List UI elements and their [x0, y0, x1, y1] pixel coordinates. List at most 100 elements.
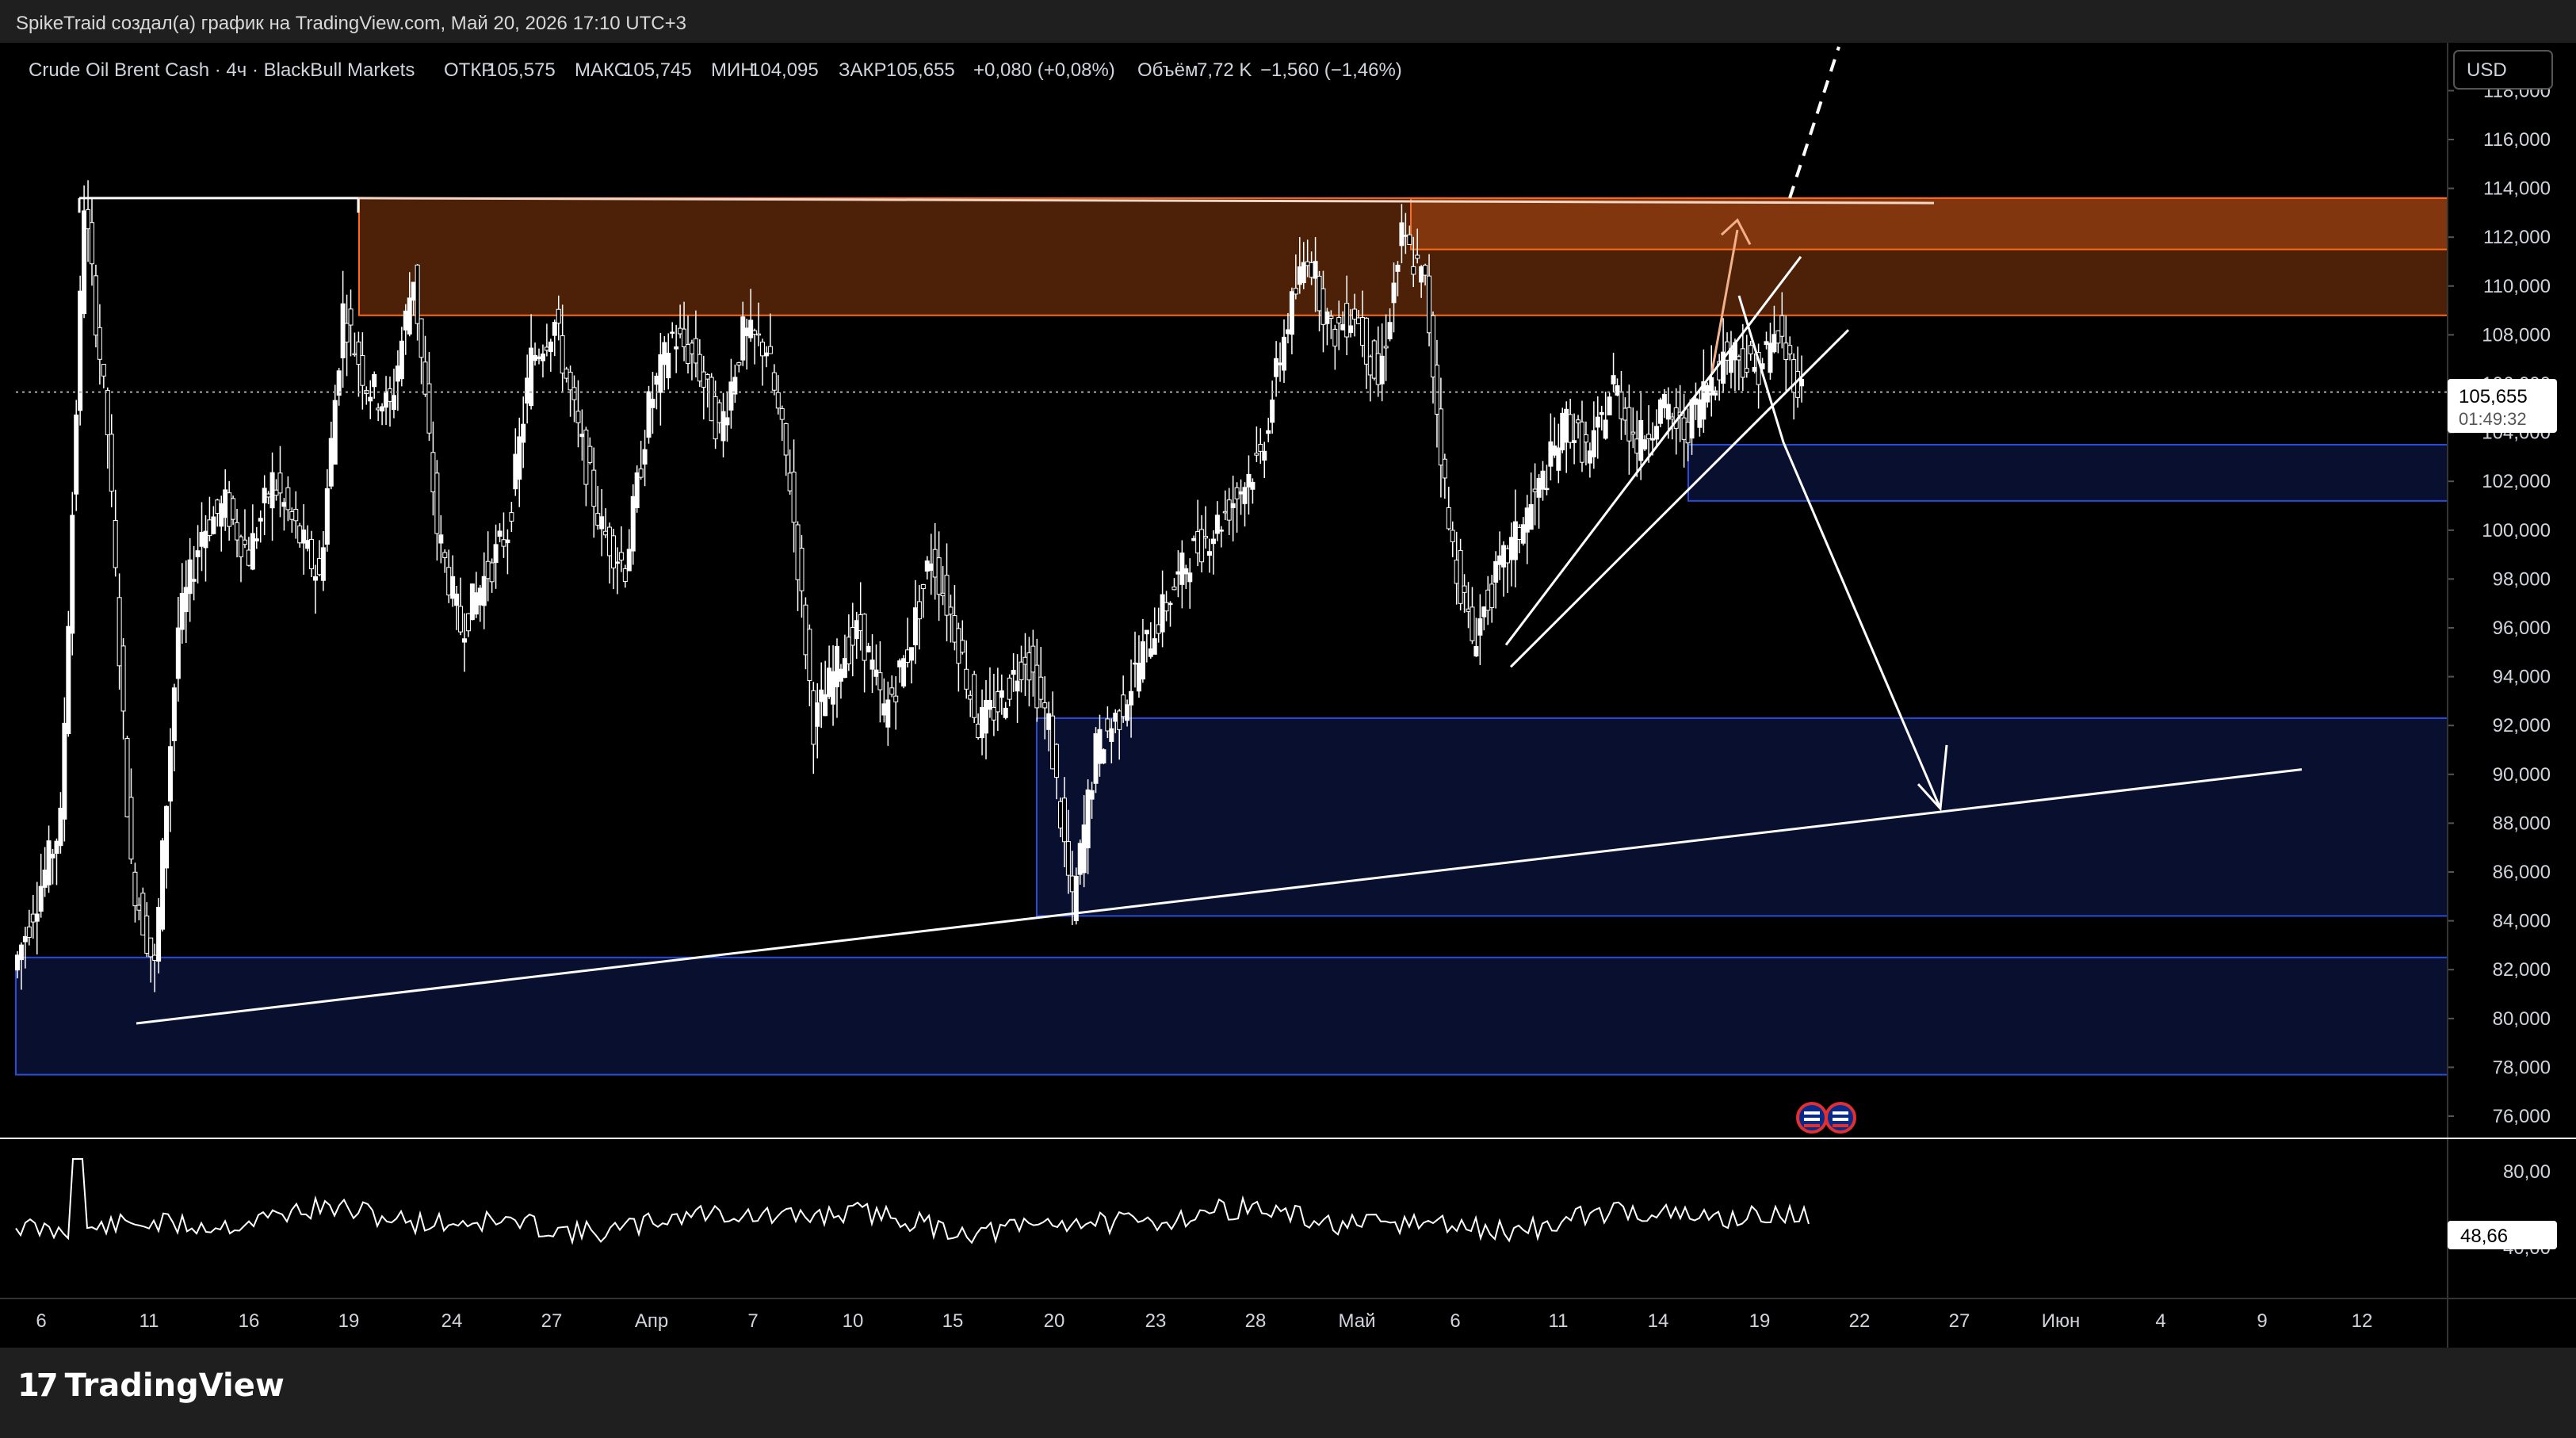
candle-body [869, 660, 875, 670]
candle-body [1477, 618, 1483, 636]
candle-body [481, 576, 487, 606]
candle-body [736, 362, 742, 366]
candle-body [1791, 359, 1797, 393]
x-tick-label: 15 [942, 1310, 964, 1332]
candle-body [1262, 450, 1267, 461]
candle-body [26, 926, 32, 938]
candle-body [835, 645, 839, 687]
currency-button-frame[interactable] [2453, 50, 2553, 90]
candle-body [1740, 348, 1745, 378]
candle-body [603, 530, 609, 536]
candle-body [1097, 729, 1103, 764]
candle-body [1599, 411, 1604, 415]
support-zone[interactable] [15, 956, 2448, 1076]
candle-body [1383, 346, 1389, 349]
candle-body [724, 417, 730, 426]
candle-body [686, 344, 690, 365]
y-tick-label: 90,000 [2493, 764, 2551, 786]
x-tick-label: 11 [1549, 1310, 1569, 1332]
y-tick-label: 78,000 [2493, 1057, 2551, 1078]
candle-body [1226, 499, 1232, 521]
candle-body [438, 534, 444, 544]
candle-body [179, 592, 185, 630]
candle-body [1497, 555, 1503, 565]
bullish-arrow[interactable] [1710, 229, 1739, 372]
candle-body [1520, 524, 1526, 544]
candle-body [1293, 288, 1298, 295]
candle-body [976, 723, 981, 738]
candle-body [187, 559, 193, 595]
candle-body [1458, 549, 1463, 604]
candle-body [1015, 680, 1020, 692]
candle-body [533, 354, 538, 361]
candle-body [877, 672, 883, 690]
candle-body [324, 488, 330, 545]
candle-body [1230, 503, 1236, 508]
us-flag-icon[interactable] [1825, 1102, 1856, 1134]
tradingview-logo[interactable]: 17 TradingView [17, 1367, 285, 1404]
candle-body [666, 352, 671, 379]
candle-body [1344, 303, 1350, 338]
candle-body [1654, 426, 1659, 440]
candle-body [587, 446, 593, 463]
candle-body [1348, 325, 1354, 333]
candle-body [595, 513, 601, 526]
candle-body [1054, 744, 1060, 778]
candle-body [984, 699, 988, 734]
x-tick-label: 22 [1849, 1310, 1871, 1332]
us-flag-icon[interactable] [1796, 1102, 1828, 1134]
candle-body [811, 690, 816, 745]
candle-body [473, 592, 479, 615]
candle-body [728, 381, 734, 411]
candle-body [1007, 677, 1012, 700]
candle-body [1615, 385, 1620, 396]
currency-button[interactable]: USD [2467, 59, 2507, 81]
candle-body [905, 649, 911, 663]
x-tick-label: Апр [635, 1310, 668, 1332]
candle-body [211, 516, 216, 534]
candle-body [360, 354, 365, 386]
candle-body [980, 707, 985, 739]
candle-body [70, 514, 75, 634]
candle-body [403, 310, 408, 331]
rsi-value-badge [2448, 1221, 2557, 1249]
ascending-trendline[interactable] [136, 768, 2303, 1025]
candle-body [893, 695, 899, 702]
last-price-badge [2448, 379, 2557, 433]
resistance-zone[interactable] [358, 197, 2448, 316]
candle-body [1489, 583, 1495, 608]
candle-body [1576, 419, 1581, 423]
candle-body [1689, 399, 1695, 439]
candle-body [1175, 571, 1181, 575]
candle-body [164, 805, 169, 869]
resistance-line[interactable] [357, 197, 1935, 205]
candle-body [1309, 262, 1314, 278]
y-tick-label: 112,000 [2483, 227, 2551, 248]
candle-body [744, 327, 750, 337]
candle-body [1317, 275, 1322, 312]
breakout-dashed-line[interactable] [1788, 46, 1840, 199]
candle-body [1089, 790, 1095, 800]
candle-body [1133, 662, 1137, 665]
candle-body [1136, 663, 1141, 692]
candle-body [285, 487, 291, 511]
candle-body [376, 407, 381, 411]
bearish-arrow[interactable] [1737, 295, 1942, 809]
resistance-zone[interactable] [1410, 197, 2448, 251]
support-zone[interactable] [1036, 717, 2448, 917]
candle-body [1022, 656, 1028, 665]
candle-body [1705, 384, 1710, 403]
candle-body [1419, 266, 1424, 283]
rsi-value: 48,66 [2460, 1226, 2508, 1247]
price-chart[interactable]: 76,000 78,000 80,000 82,000 84,000 86,000 88,0… [0, 43, 2576, 1348]
candle-body [1646, 434, 1652, 440]
candle-body [1516, 526, 1522, 541]
candle-body [1328, 316, 1334, 319]
support-zone[interactable] [1687, 444, 2448, 502]
chart-credit: SpikeTraid создал(а) график на TradingVi… [16, 13, 686, 34]
candle-body [622, 568, 628, 583]
channel-bottom-line[interactable] [1509, 329, 1850, 668]
channel-top-line[interactable] [1504, 255, 1802, 646]
x-tick-label: 9 [2257, 1310, 2267, 1332]
candle-body [626, 549, 632, 572]
